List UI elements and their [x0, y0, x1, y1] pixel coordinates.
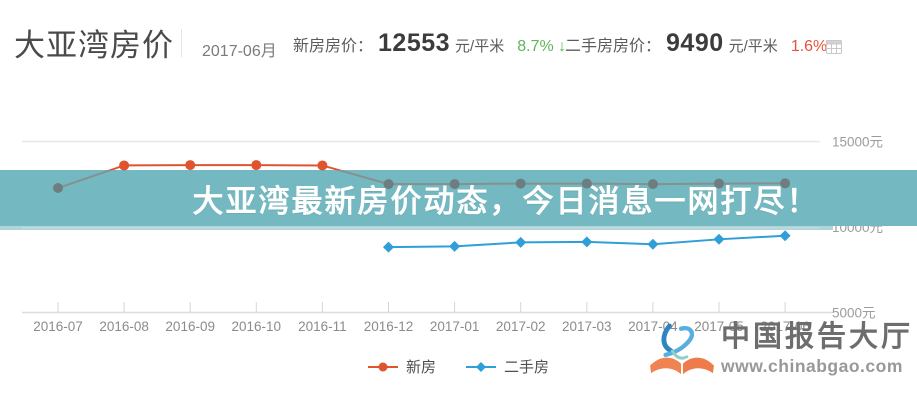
legend-item-new-house[interactable]: 新房 — [367, 356, 436, 377]
svg-text:2016-10: 2016-10 — [232, 319, 282, 334]
second-hand-label: 二手房房价： — [565, 38, 662, 55]
svg-text:2016-12: 2016-12 — [364, 319, 414, 334]
watermark-site-name: 中国报告大厅 — [720, 321, 913, 353]
promo-banner-edge — [0, 226, 833, 230]
second-hand-line-icon — [466, 361, 496, 372]
second-hand-stat: 二手房房价： 9490 元/平米 1.6% ↑ — [565, 29, 840, 58]
promo-banner-text: 大亚湾最新房价动态，今日消息一网打尽！ — [192, 183, 820, 219]
svg-text:15000元: 15000元 — [832, 135, 883, 150]
watermark-site-url: www.chinabgao.com — [720, 355, 903, 376]
svg-text:2016-07: 2016-07 — [33, 319, 83, 334]
legend-item-second-hand[interactable]: 二手房 — [466, 356, 549, 377]
new-house-line-icon — [367, 362, 398, 371]
second-hand-unit: 元/平米 — [728, 38, 778, 55]
svg-text:2016-11: 2016-11 — [298, 319, 347, 334]
legend-label-new-house: 新房 — [405, 359, 436, 376]
price-header: 大亚湾房价 2017-06月 新房房价： 12553 元/平米 8.7% ↓ 二… — [0, 0, 917, 100]
svg-text:2016-09: 2016-09 — [165, 319, 215, 334]
legend-label-second-hand: 二手房 — [504, 359, 550, 376]
site-watermark: 中国报告大厅 www.chinabgao.com — [649, 321, 913, 380]
promo-banner: 大亚湾最新房价动态，今日消息一网打尽！ — [0, 170, 917, 226]
second-hand-price: 9490 — [666, 29, 724, 57]
new-house-change: 8.7% ↓ — [517, 38, 567, 55]
svg-text:2017-03: 2017-03 — [562, 319, 612, 334]
period-label: 2017-06月 — [202, 43, 277, 60]
header-divider — [181, 29, 182, 57]
svg-text:2016-08: 2016-08 — [99, 319, 149, 334]
chinabgao-logo-icon — [650, 323, 714, 375]
page-title: 大亚湾房价 — [14, 28, 174, 63]
svg-text:5000元: 5000元 — [832, 306, 876, 321]
down-arrow-icon: ↓ — [558, 38, 567, 55]
svg-text:2017-01: 2017-01 — [430, 319, 480, 334]
table-icon[interactable] — [826, 40, 842, 59]
chart-legend: 新房 二手房 — [0, 356, 917, 377]
svg-text:2017-02: 2017-02 — [496, 319, 546, 334]
new-house-unit: 元/平米 — [455, 38, 505, 55]
new-house-stat: 新房房价： 12553 元/平米 8.7% ↓ — [293, 29, 566, 58]
new-house-label: 新房房价： — [293, 38, 374, 55]
new-house-price: 12553 — [378, 29, 451, 57]
